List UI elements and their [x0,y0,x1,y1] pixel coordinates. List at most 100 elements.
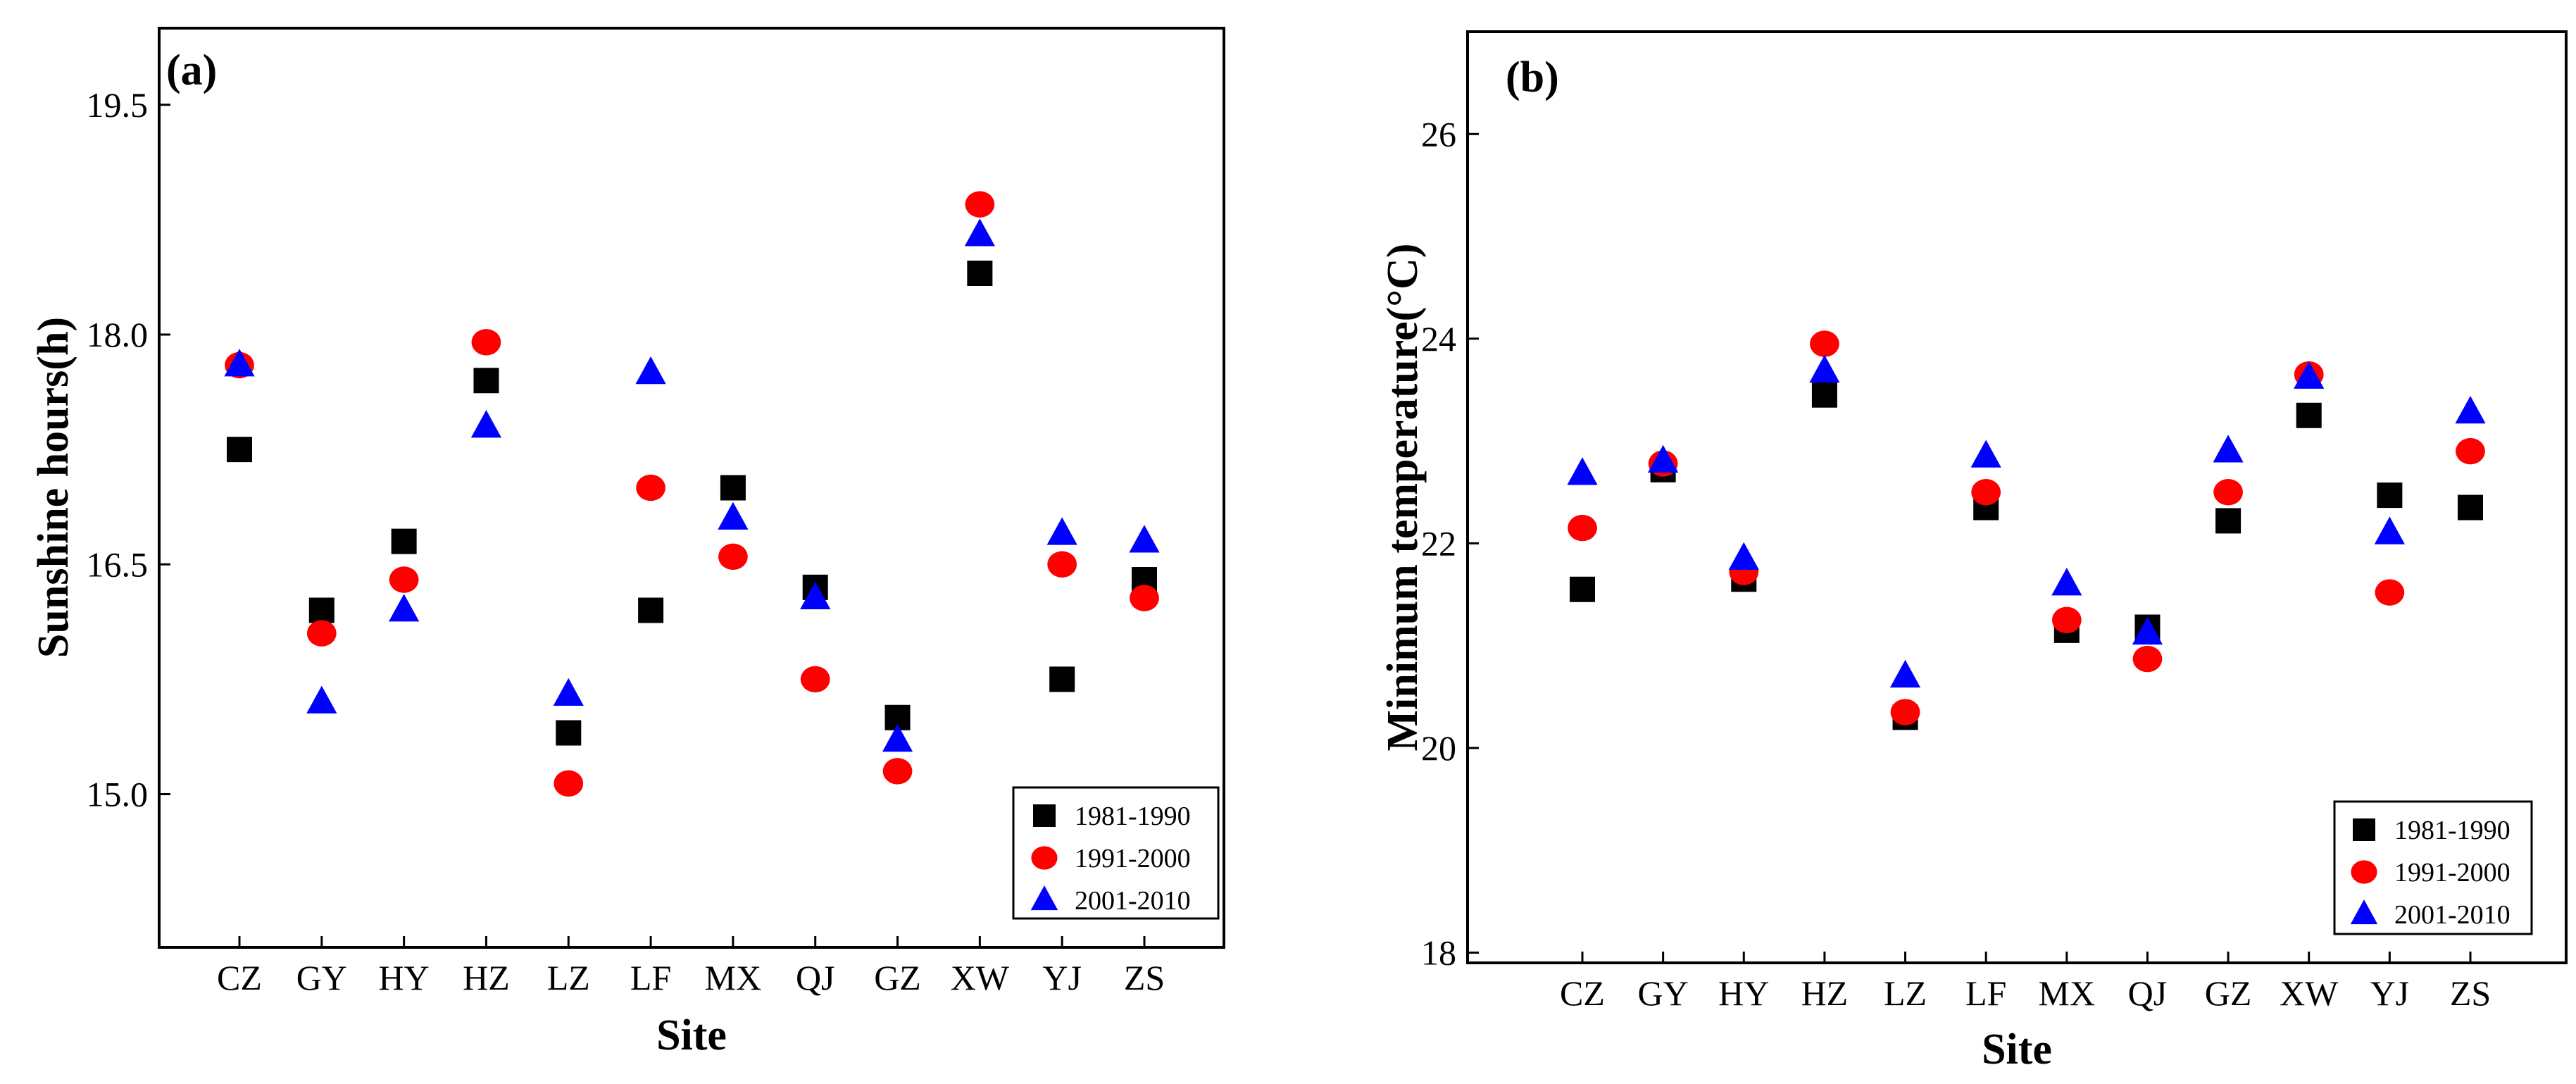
data-point-square [2458,494,2483,521]
data-point-triangle [2213,435,2244,463]
y-tick-label: 16.5 [87,544,149,584]
y-axis: 15.0 16.5 18.0 19.5 [87,85,170,814]
data-point-circle [2213,479,2243,506]
x-tick-label: MX [705,958,762,997]
legend-marker-square [2353,818,2375,841]
data-point-triangle [1129,525,1160,553]
legend-marker-square [1033,804,1056,827]
data-point-triangle [2455,395,2486,424]
legend-marker-triangle [2350,899,2378,925]
y-tick-label: 18.0 [87,315,149,354]
x-tick-label: XW [951,958,1010,997]
data-point-square [2215,508,2242,534]
data-point-triangle [882,723,913,752]
legend-marker-triangle [1030,885,1058,911]
data-point-circle [2456,437,2485,465]
y-tick-label: 26 [1421,114,1456,154]
data-point-circle [306,620,337,647]
data-point-circle [2375,579,2405,606]
data-point-triangle [2051,568,2082,596]
x-tick-label: HY [1718,973,1769,1013]
data-point-square [308,597,334,623]
plot-frame [158,27,1225,949]
y-tick-label: 24 [1421,319,1456,359]
x-axis-title: Site [1982,1026,2052,1073]
data-point-square [391,528,417,554]
legend-label: 2001-2010 [2394,900,2511,930]
y-tick-label: 18 [1421,933,1456,972]
x-tick-label: GY [1638,973,1689,1013]
x-tick-label: MX [2039,973,2096,1013]
x-tick-label: QJ [2128,973,2168,1013]
x-tick-label: CZ [217,958,262,997]
legend-label: 1981-1990 [2394,816,2511,845]
legend-marker-circle [1031,846,1058,870]
data-point-triangle [2132,616,2163,645]
x-tick-label: GZ [874,958,921,997]
data-point-circle [882,758,913,785]
x-tick-label: YJ [1042,958,1082,997]
x-tick-label: HZ [463,958,510,997]
x-tick-label: CZ [1560,973,1605,1013]
legend-label: 1981-1990 [1075,802,1191,831]
data-point-circle [554,770,584,797]
x-tick-label: QJ [796,958,835,997]
x-tick-label: GY [296,958,347,997]
panel-label: (b) [1506,54,1559,101]
y-axis-title: Minimum temperature(°C) [1379,244,1427,752]
data-point-circle [636,474,665,501]
y-axis-title: Sunshine hours(h) [30,317,77,658]
data-point-circle [471,329,501,356]
x-tick-label: HY [379,958,430,997]
data-point-triangle [1728,542,1759,571]
x-axis-title: Site [656,1011,727,1059]
data-point-square [1049,666,1075,692]
x-axis: CZ GY HY HZ LZ LF MX QJ GZ XW YJ ZS [1560,952,2491,1013]
data-point-triangle [389,594,420,622]
legend-label: 2001-2010 [1075,886,1191,916]
x-tick-label: GZ [2205,973,2252,1013]
data-point-triangle [1648,444,1679,473]
data-point-triangle [964,218,995,247]
data-point-square [473,368,499,394]
x-tick-label: ZS [2450,973,2491,1013]
data-point-circle [1971,479,2001,506]
y-axis: 18 20 22 24 26 [1421,114,1479,972]
data-point-triangle [224,349,255,377]
data-point-triangle [2294,361,2325,389]
data-point-square [2296,402,2322,428]
y-tick-label: 19.5 [87,85,149,125]
x-tick-label: ZS [1124,958,1165,997]
x-tick-label: YJ [2370,973,2410,1013]
data-point-square [556,720,582,746]
data-point-triangle [1046,517,1077,545]
data-point-circle [2051,606,2082,634]
data-point-triangle [306,685,337,714]
data-point-triangle [800,581,831,609]
y-tick-label: 20 [1421,728,1456,768]
x-tick-label: LF [1965,973,2006,1013]
data-point-circle [965,191,995,218]
x-tick-label: LZ [547,958,590,997]
panel-label: (a) [166,46,217,94]
data-point-square [720,475,746,501]
data-point-circle [1890,699,1920,725]
data-point-square [1570,576,1595,602]
data-points [224,191,1160,797]
y-tick-label: 15.0 [87,775,149,814]
data-point-triangle [1970,440,2001,468]
chart-panel-a: (a) 15.0 16.5 18.0 19.5 CZ GY HY HZ LZ LF MX QJ GZ X… [30,27,1225,1059]
x-tick-label: LF [630,958,671,997]
plot-frame [1466,30,2568,964]
data-point-triangle [553,678,584,706]
legend-label: 1991-2000 [2394,858,2511,887]
data-point-circle [1047,551,1077,578]
data-point-square [1811,382,1837,408]
data-point-circle [1810,330,1839,357]
data-point-triangle [1809,354,1840,383]
data-point-square [227,437,252,463]
data-point-triangle [635,356,666,385]
legend-label: 1991-2000 [1075,844,1191,873]
